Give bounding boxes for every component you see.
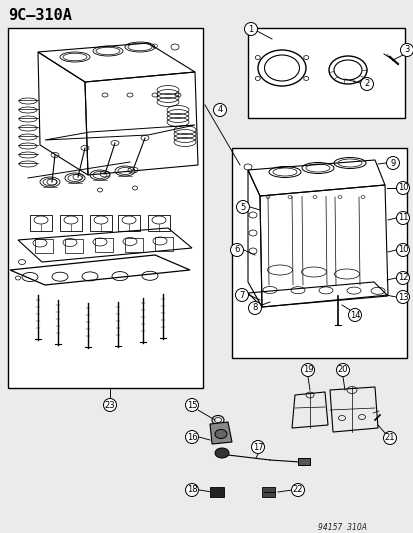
Circle shape xyxy=(396,212,408,224)
Text: 6: 6 xyxy=(234,246,239,254)
Circle shape xyxy=(382,432,396,445)
Text: 9C–310A: 9C–310A xyxy=(8,9,72,23)
Text: 2: 2 xyxy=(363,79,369,88)
Text: 19: 19 xyxy=(302,366,313,375)
Text: 10: 10 xyxy=(397,183,407,192)
Circle shape xyxy=(301,364,314,376)
Circle shape xyxy=(399,44,413,56)
Circle shape xyxy=(386,157,399,169)
Circle shape xyxy=(213,103,226,117)
Text: 15: 15 xyxy=(186,400,197,409)
Circle shape xyxy=(396,244,408,256)
Circle shape xyxy=(291,483,304,497)
Text: 1: 1 xyxy=(248,25,253,34)
Circle shape xyxy=(103,399,116,411)
Bar xyxy=(247,28,404,118)
Text: 8: 8 xyxy=(252,303,257,312)
Circle shape xyxy=(348,309,361,321)
Circle shape xyxy=(251,440,264,454)
Text: 3: 3 xyxy=(404,45,409,54)
Polygon shape xyxy=(297,458,309,465)
Ellipse shape xyxy=(214,448,228,458)
Circle shape xyxy=(185,399,198,411)
Text: 16: 16 xyxy=(186,432,197,441)
Polygon shape xyxy=(209,422,231,444)
Text: 10: 10 xyxy=(397,246,407,254)
Text: 22: 22 xyxy=(292,486,302,495)
Text: 18: 18 xyxy=(186,486,197,495)
Bar xyxy=(261,487,274,497)
Circle shape xyxy=(336,364,349,376)
Text: 9: 9 xyxy=(389,158,395,167)
Bar xyxy=(209,487,223,497)
Bar xyxy=(231,148,406,358)
Circle shape xyxy=(185,483,198,497)
Circle shape xyxy=(185,431,198,443)
Text: 13: 13 xyxy=(397,293,407,302)
Text: 17: 17 xyxy=(252,442,263,451)
Circle shape xyxy=(236,200,249,214)
Text: 20: 20 xyxy=(337,366,347,375)
Text: 4: 4 xyxy=(217,106,222,115)
Bar xyxy=(8,28,202,388)
Circle shape xyxy=(360,77,373,91)
Text: 21: 21 xyxy=(384,433,394,442)
Circle shape xyxy=(248,302,261,314)
Text: 7: 7 xyxy=(239,290,244,300)
Circle shape xyxy=(396,290,408,303)
Text: 14: 14 xyxy=(349,311,359,319)
Circle shape xyxy=(235,288,248,302)
Text: 94157  310A: 94157 310A xyxy=(317,522,366,531)
Circle shape xyxy=(396,271,408,285)
Text: 11: 11 xyxy=(397,214,407,222)
Text: 12: 12 xyxy=(397,273,407,282)
Ellipse shape xyxy=(214,430,226,439)
Text: 23: 23 xyxy=(104,400,115,409)
Circle shape xyxy=(396,182,408,195)
Circle shape xyxy=(230,244,243,256)
Circle shape xyxy=(244,22,257,36)
Text: 5: 5 xyxy=(240,203,245,212)
